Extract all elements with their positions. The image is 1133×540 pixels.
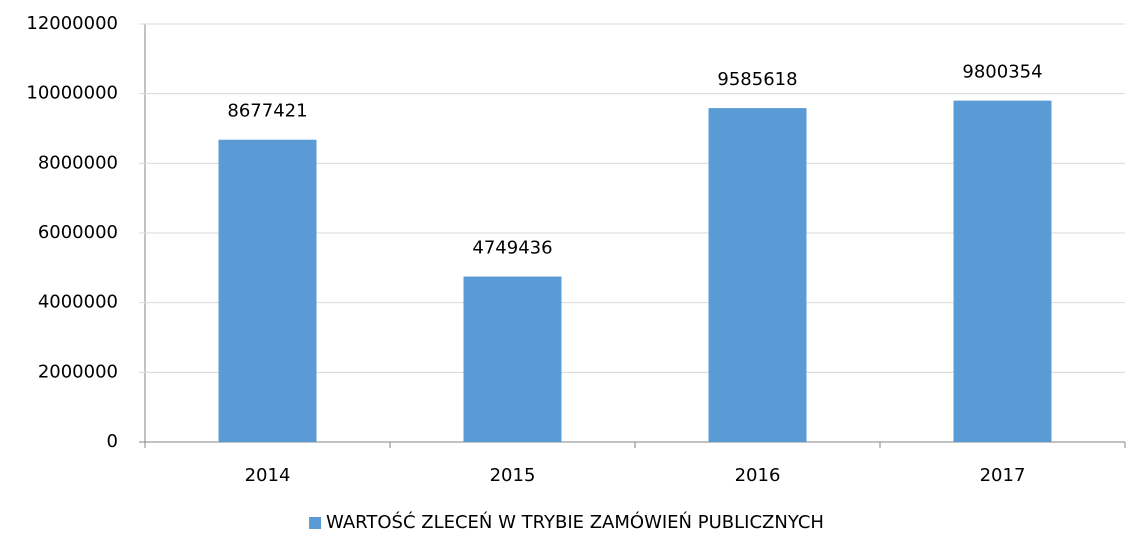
x-tick-label: 2014 [245,465,291,486]
y-tick-label: 2000000 [38,361,118,382]
x-tick-label: 2016 [735,465,781,486]
y-tick-label: 8000000 [38,152,118,173]
data-label: 9585618 [717,69,797,90]
y-tick-label: 12000000 [26,13,118,34]
legend-label: WARTOŚĆ ZLECEŃ W TRYBIE ZAMÓWIEŃ PUBLICZ… [326,511,824,533]
bar [953,100,1052,442]
y-tick-label: 10000000 [26,83,118,104]
data-label: 8677421 [227,101,307,122]
bar [708,108,807,442]
y-tick-label: 0 [107,431,118,452]
y-tick-label: 6000000 [38,222,118,243]
x-tick-label: 2017 [980,465,1026,486]
bar [463,276,562,442]
legend-swatch [309,517,322,529]
bar [218,139,317,442]
data-label: 4749436 [472,238,552,259]
data-label: 9800354 [962,62,1042,83]
x-tick-label: 2015 [490,465,536,486]
y-tick-label: 4000000 [38,292,118,313]
